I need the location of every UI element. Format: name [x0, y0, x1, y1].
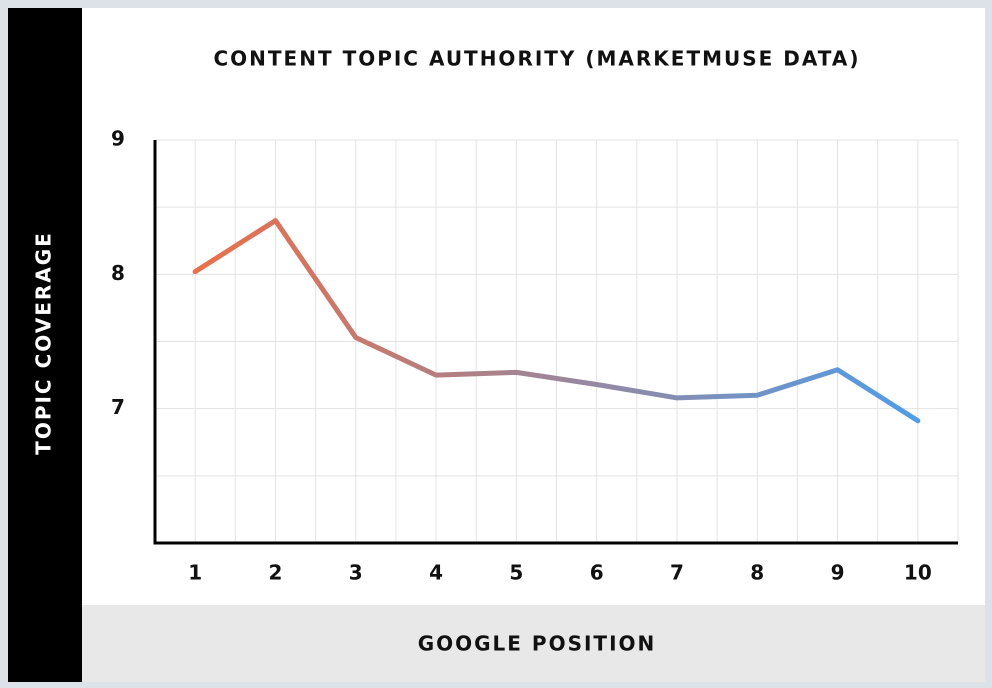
y-tick-label: 7 [111, 395, 125, 419]
x-tick-label: 9 [831, 561, 845, 585]
x-tick-label: 7 [670, 561, 684, 585]
x-tick-label: 6 [590, 561, 604, 585]
line [192, 218, 921, 424]
x-tick-label: 2 [268, 561, 282, 585]
x-tick-label: 4 [429, 561, 443, 585]
chart-title: CONTENT TOPIC AUTHORITY (MARKETMUSE DATA… [214, 47, 861, 71]
x-tick-label: 3 [349, 561, 363, 585]
y-axis-label: TOPIC COVERAGE [32, 231, 56, 455]
x-tick-label: 5 [509, 561, 523, 585]
y-tick-label: 9 [111, 127, 125, 151]
x-axis-label: GOOGLE POSITION [418, 632, 657, 656]
x-tick-label: 8 [750, 561, 764, 585]
x-tick-label: 10 [904, 561, 932, 585]
panel [8, 8, 985, 682]
x-tick-label: 1 [188, 561, 202, 585]
x-label-band [82, 605, 985, 682]
y-tick-label: 8 [111, 261, 125, 285]
y-label-band [8, 8, 82, 682]
